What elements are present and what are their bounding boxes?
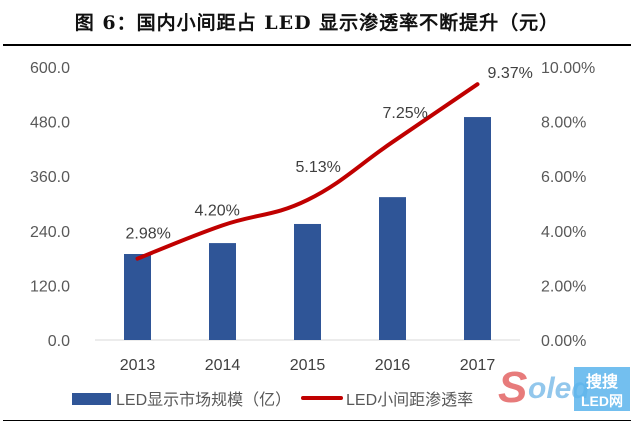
chart-title: 图 6：国内小间距占 LED 显示渗透率不断提升（元） — [74, 12, 560, 34]
bar — [124, 254, 151, 340]
y-right-tick-label: 6.00% — [541, 169, 586, 186]
data-label: 5.13% — [296, 159, 341, 176]
watermark-logo: S — [498, 363, 527, 412]
y-left-tick-label: 480.0 — [30, 115, 70, 132]
data-label: 4.20% — [195, 202, 240, 219]
bar — [294, 223, 321, 340]
bar — [379, 197, 406, 340]
data-label: 2.98% — [126, 226, 171, 243]
y-left-tick-label: 120.0 — [30, 278, 70, 295]
title-divider — [3, 44, 631, 46]
watermark-badge — [574, 367, 630, 411]
data-label: 7.25% — [383, 105, 428, 122]
x-tick-label: 2014 — [205, 357, 241, 374]
data-label: 9.37% — [488, 65, 533, 82]
legend-label-line: LED小间距渗透率 — [346, 391, 473, 409]
y-right-tick-label: 0.00% — [541, 333, 586, 350]
y-right-tick-label: 4.00% — [541, 224, 586, 241]
watermark-badge-text: 搜搜 — [586, 373, 619, 391]
x-tick-label: 2013 — [120, 357, 156, 374]
y-right-tick-label: 2.00% — [541, 278, 586, 295]
bottom-divider — [3, 420, 631, 421]
watermark-badge-text: LED网 — [581, 393, 623, 409]
legend-swatch-bar — [72, 393, 111, 405]
y-left-tick-label: 0.0 — [48, 333, 70, 350]
bar — [464, 117, 491, 340]
series-line — [135, 82, 480, 261]
y-left-tick-label: 600.0 — [30, 60, 70, 77]
bar — [209, 243, 236, 340]
x-tick-label: 2016 — [375, 357, 411, 374]
y-left-tick-label: 360.0 — [30, 169, 70, 186]
legend-label-bar: LED显示市场规模（亿） — [116, 391, 291, 409]
y-left-tick-label: 240.0 — [30, 224, 70, 241]
x-tick-label: 2015 — [290, 357, 326, 374]
y-right-tick-label: 8.00% — [541, 115, 586, 132]
y-right-tick-label: 10.00% — [541, 60, 595, 77]
x-tick-label: 2017 — [460, 357, 496, 374]
